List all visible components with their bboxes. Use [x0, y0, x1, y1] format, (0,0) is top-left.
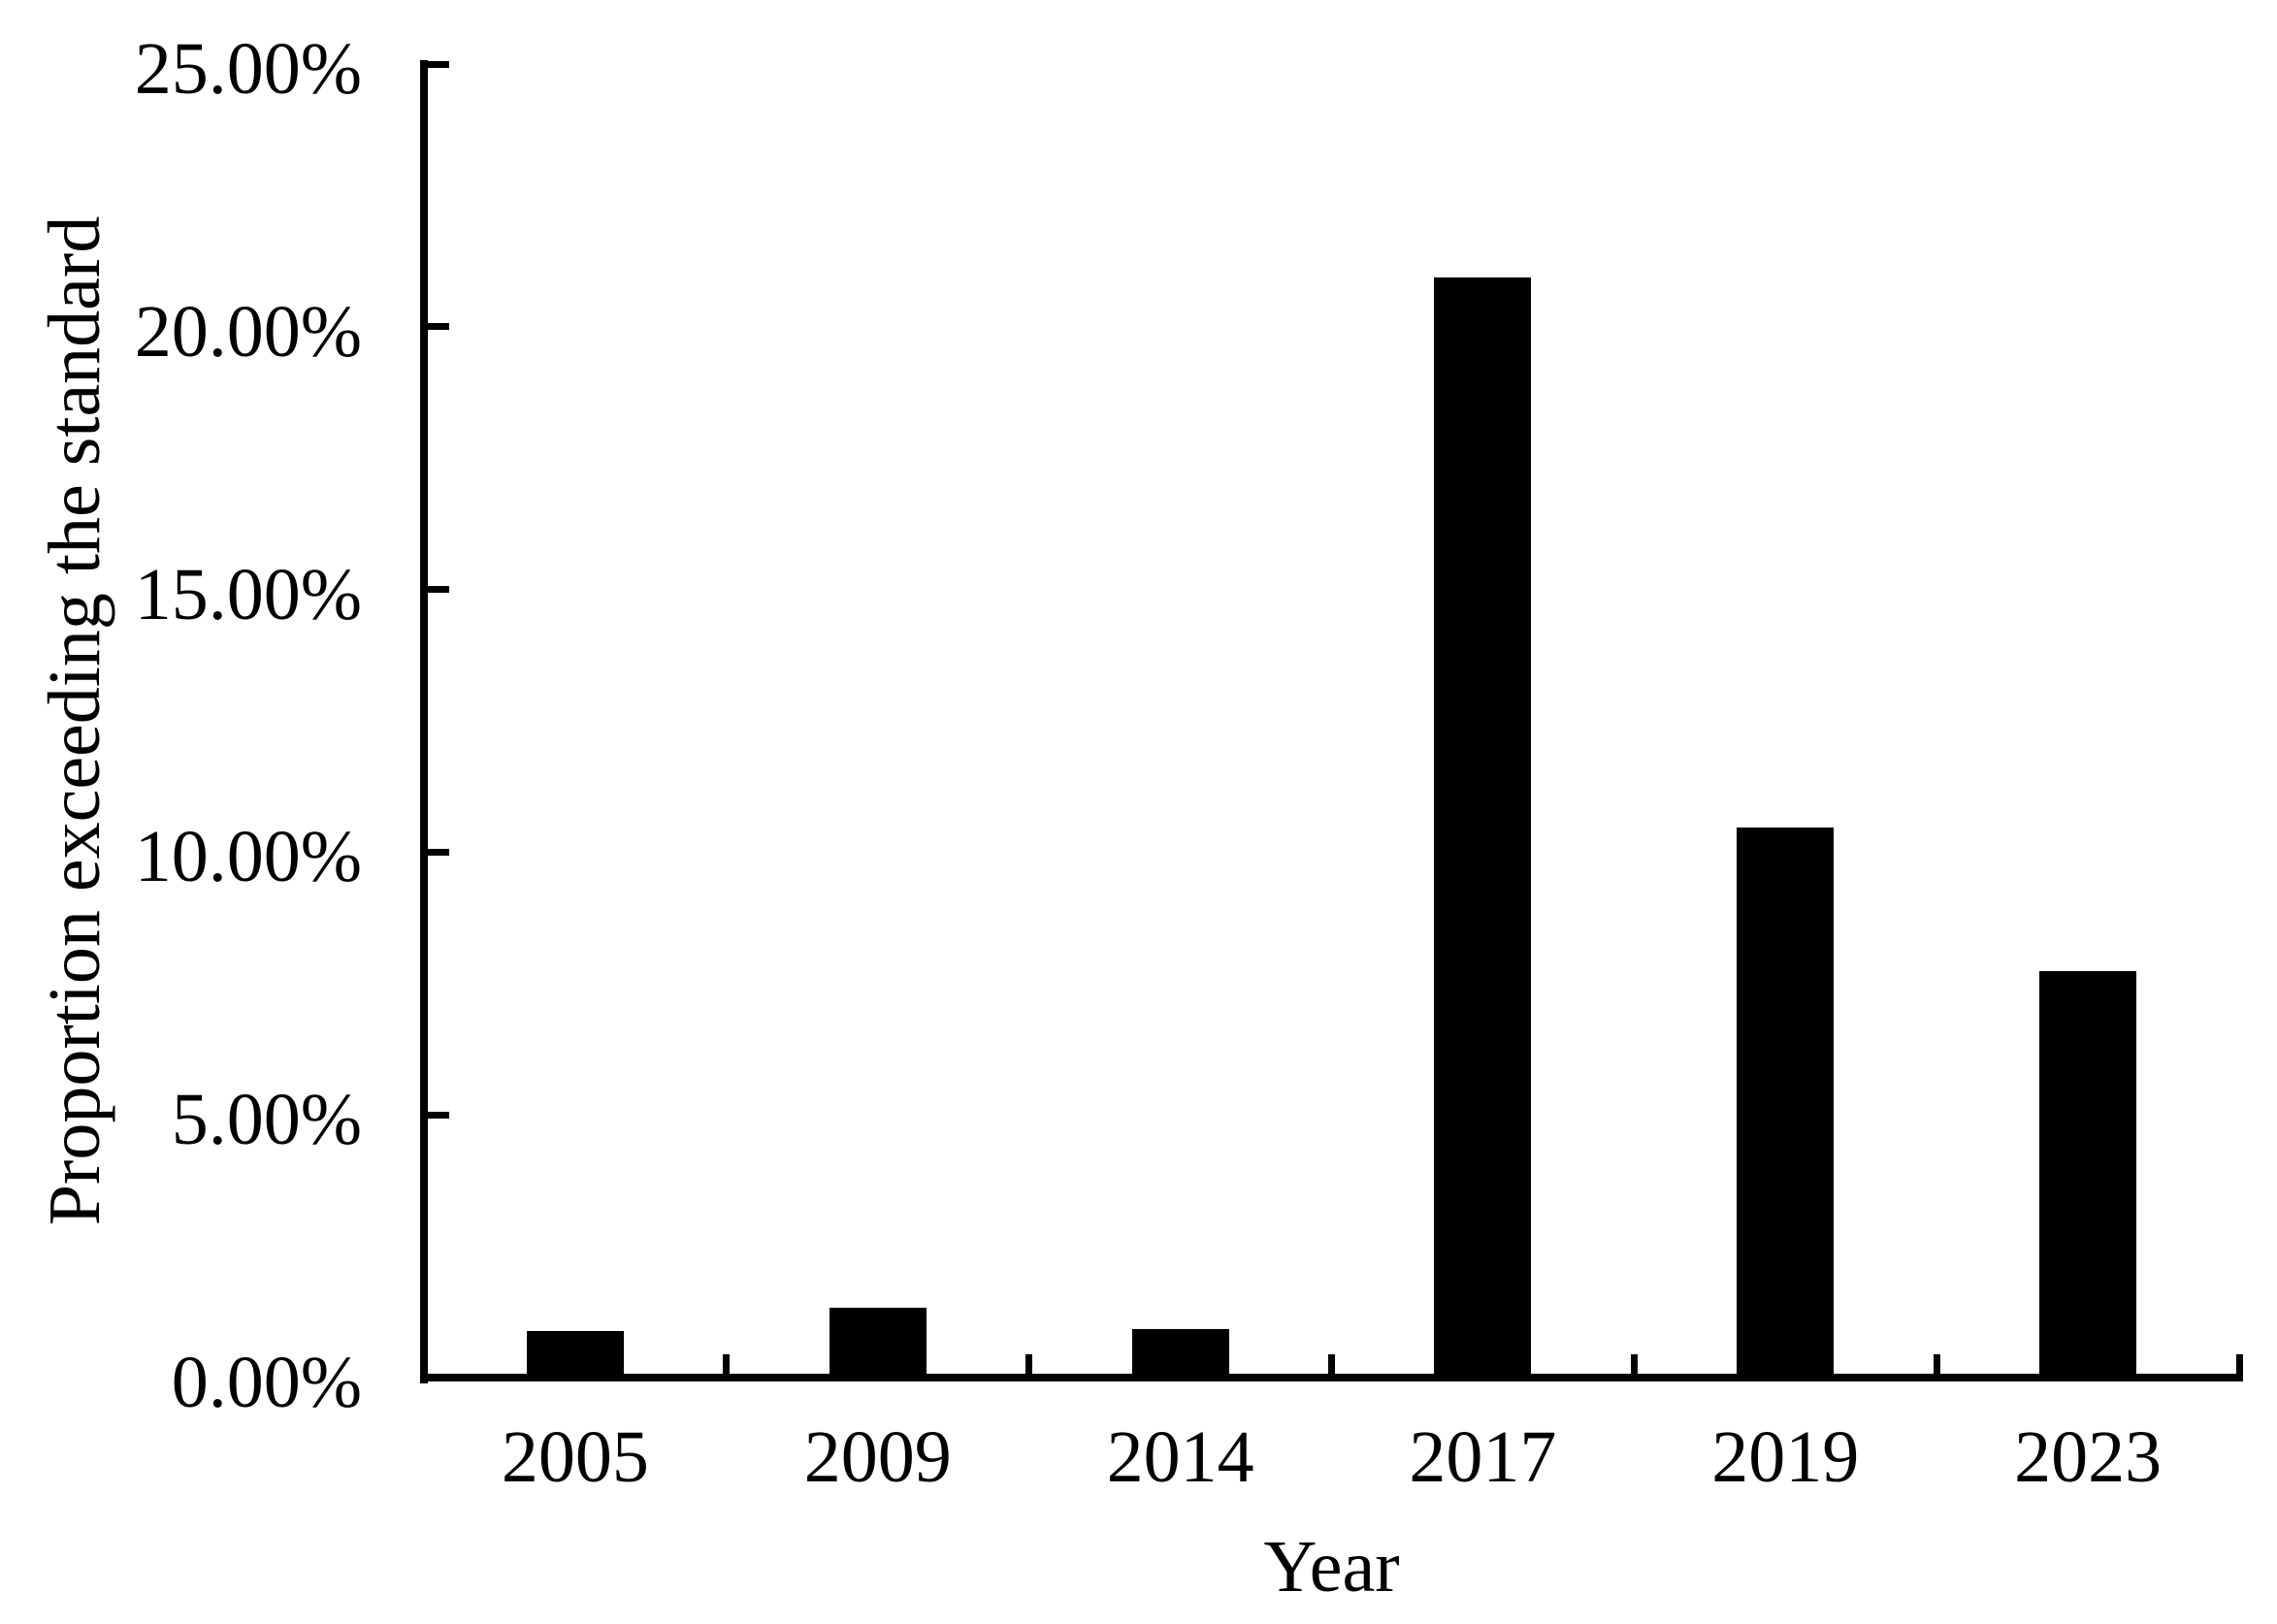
x-tick-label: 2019	[1711, 1416, 1860, 1498]
bar-2014	[1131, 1329, 1229, 1378]
x-tick	[1933, 1354, 1940, 1378]
y-tick-label: 10.00%	[134, 816, 362, 898]
y-tick-label: 25.00%	[134, 28, 362, 110]
x-axis-title: Year	[1263, 1526, 1400, 1608]
bar-2005	[526, 1331, 624, 1378]
bar-2009	[829, 1308, 927, 1378]
y-tick	[428, 1111, 449, 1119]
y-tick-label: 15.00%	[134, 553, 362, 635]
y-tick	[428, 586, 449, 594]
y-axis-line	[420, 60, 428, 1383]
x-tick-label: 2005	[501, 1416, 649, 1498]
x-tick	[1025, 1354, 1033, 1378]
bar-2019	[1737, 828, 1835, 1378]
bar-2023	[2039, 971, 2137, 1378]
x-tick	[2235, 1354, 2243, 1378]
x-tick	[1630, 1354, 1638, 1378]
y-tick	[428, 323, 449, 331]
x-tick-label: 2014	[1106, 1416, 1254, 1498]
x-tick-label: 2023	[2014, 1416, 2163, 1498]
y-tick-label: 0.00%	[171, 1342, 362, 1423]
x-tick-label: 2009	[803, 1416, 952, 1498]
x-tick	[723, 1354, 731, 1378]
x-tick	[1328, 1354, 1335, 1378]
y-axis-title: Proportion exceeding the standard	[34, 215, 115, 1226]
y-tick-label: 20.00%	[134, 290, 362, 373]
bar-2017	[1434, 277, 1532, 1378]
y-tick	[428, 848, 449, 856]
y-tick-label: 5.00%	[171, 1079, 362, 1161]
y-tick	[428, 60, 449, 68]
x-axis-line	[420, 1374, 2243, 1381]
x-tick-label: 2017	[1409, 1416, 1557, 1498]
